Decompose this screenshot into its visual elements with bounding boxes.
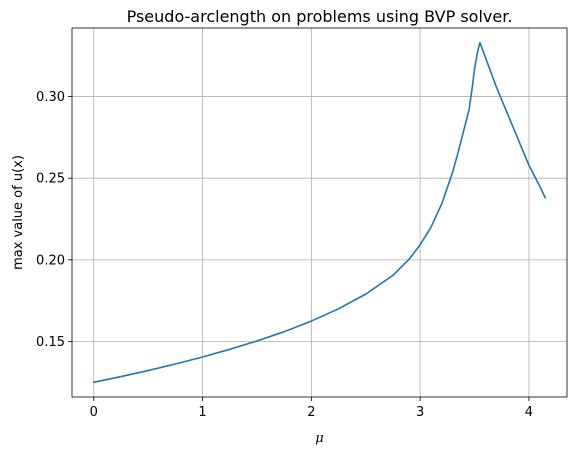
plot-frame — [71, 27, 568, 398]
ticks: 0 1 2 3 4 0.15 0.20 0.25 0.30 — [36, 90, 533, 420]
x-tick-label: 2 — [307, 405, 315, 420]
chart-title: Pseudo-arclength on problems using BVP s… — [127, 7, 513, 26]
y-tick-label: 0.25 — [36, 172, 65, 187]
y-tick-label: 0.30 — [36, 90, 65, 105]
x-tick-label: 0 — [90, 405, 98, 420]
y-tick-label: 0.20 — [36, 253, 65, 268]
y-axis-label: max value of u(x) — [11, 155, 26, 270]
y-tick-label: 0.15 — [36, 335, 65, 350]
series-layer — [92, 41, 547, 384]
grid — [72, 28, 567, 397]
x-tick-label: 4 — [525, 405, 533, 420]
x-tick-label: 3 — [416, 405, 424, 420]
series-line — [92, 41, 547, 384]
x-tick-label: 1 — [198, 405, 206, 420]
x-axis-label: μ — [315, 431, 323, 446]
